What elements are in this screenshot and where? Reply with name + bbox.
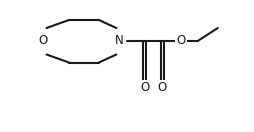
Text: N: N <box>115 34 124 47</box>
Text: O: O <box>38 34 47 47</box>
Text: O: O <box>140 81 149 94</box>
Text: O: O <box>158 81 167 94</box>
Text: O: O <box>176 34 186 47</box>
